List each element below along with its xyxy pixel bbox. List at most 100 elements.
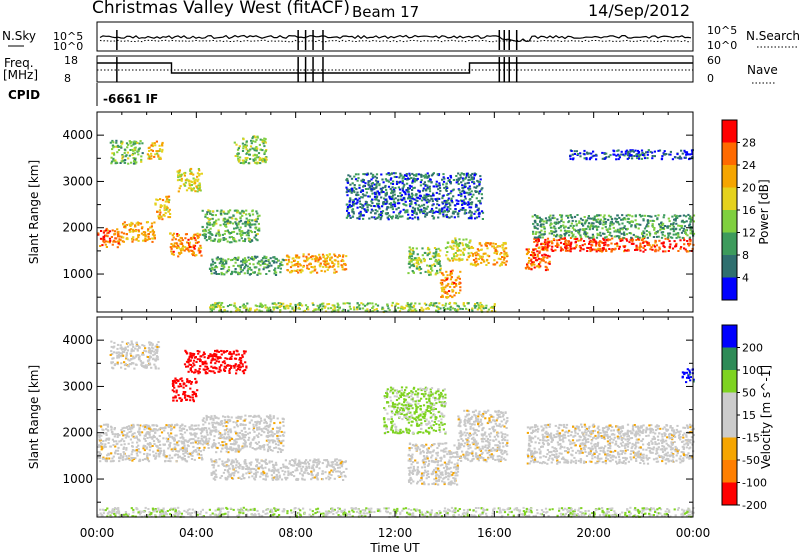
echo-cell [181, 441, 184, 443]
echo-cell [464, 191, 467, 194]
echo-cell [198, 442, 201, 444]
echo-cell [414, 302, 417, 305]
echo-cell [170, 448, 173, 451]
echo-cell [394, 187, 397, 189]
echo-cell [685, 215, 688, 218]
echo-cell [177, 246, 180, 249]
echo-cell [542, 257, 545, 260]
echo-cell [691, 151, 694, 154]
echo-cell [433, 263, 436, 266]
echo-cell [593, 238, 596, 241]
echo-cell [275, 303, 278, 306]
echo-cell [346, 206, 350, 208]
echo-cell [238, 239, 241, 242]
echo-cell [539, 220, 542, 223]
echo-cell [116, 144, 119, 147]
echo-cell [143, 425, 147, 428]
echo-cell [214, 214, 217, 217]
echo-cell [190, 167, 193, 170]
echo-cell [122, 451, 125, 454]
echo-cell [453, 255, 456, 258]
echo-cell [646, 223, 649, 226]
echo-cell [576, 153, 580, 155]
echo-cell [540, 259, 543, 262]
echo-cell [450, 199, 453, 202]
echo-cell [445, 215, 448, 218]
echo-cell [423, 302, 426, 305]
echo-cell [485, 304, 488, 307]
colorbar-tick-label: 28 [742, 137, 756, 150]
echo-cell [156, 199, 159, 201]
echo-cell [235, 424, 239, 426]
echo-cell [335, 270, 338, 273]
echo-cell [159, 211, 162, 214]
echo-cell [460, 193, 463, 196]
echo-cell [237, 152, 240, 155]
echo-cell [606, 244, 609, 247]
echo-cell [104, 229, 107, 232]
echo-cell [259, 148, 262, 151]
echo-cell [467, 187, 470, 190]
echo-cell [449, 174, 452, 177]
echo-cell [473, 182, 476, 185]
echo-cell [244, 161, 247, 163]
echo-cell [222, 306, 225, 308]
echo-cell [121, 154, 124, 156]
echo-cell [411, 181, 414, 184]
echo-cell [605, 250, 608, 252]
echo-cell [173, 426, 176, 429]
echo-cell [457, 183, 460, 185]
echo-cell [636, 235, 639, 238]
echo-cell [239, 268, 242, 271]
echo-cell [191, 452, 194, 455]
echo-cell [217, 437, 220, 440]
echo-cell [217, 238, 220, 241]
echo-cell [184, 184, 187, 187]
echo-cell [563, 229, 567, 232]
echo-cell [158, 440, 161, 443]
echo-cell [151, 145, 154, 148]
echo-cell [620, 153, 623, 156]
echo-cell [225, 262, 228, 265]
echo-cell [238, 435, 241, 438]
echo-cell [563, 234, 567, 237]
echo-cell [609, 231, 612, 234]
echo-cell [569, 250, 572, 253]
echo-cell [603, 214, 606, 217]
echo-cell [545, 221, 548, 224]
echo-cell [197, 184, 200, 187]
echo-cell [227, 210, 230, 213]
echo-cell [544, 269, 548, 272]
echo-cell [207, 221, 210, 224]
echo-cell [468, 185, 471, 188]
echo-cell [603, 232, 606, 235]
echo-cell [107, 442, 110, 444]
echo-cell [650, 215, 653, 218]
echo-cell [402, 306, 405, 309]
echo-cell [375, 176, 378, 179]
echo-cell [539, 236, 542, 239]
echo-cell [211, 260, 215, 263]
echo-cell [535, 244, 538, 247]
echo-cell [641, 214, 644, 217]
echo-cell [608, 248, 611, 250]
echo-cell [463, 202, 466, 205]
echo-cell [194, 424, 198, 427]
echo-cell [192, 445, 195, 448]
echo-cell [129, 426, 132, 429]
echo-cell [105, 428, 108, 431]
echo-cell [410, 177, 413, 179]
echo-cell [459, 253, 462, 256]
echo-cell [562, 243, 566, 245]
echo-cell [427, 270, 430, 273]
echo-cell [176, 453, 179, 456]
echo-cell [113, 427, 116, 429]
echo-cell [591, 248, 594, 251]
colorbar-tick-label: 12 [742, 227, 756, 240]
echo-cell [616, 149, 619, 152]
echo-cell [321, 307, 324, 310]
echo-cell [123, 443, 126, 446]
echo-cell [147, 154, 150, 157]
echo-cell [457, 194, 460, 197]
echo-cell [133, 157, 136, 160]
